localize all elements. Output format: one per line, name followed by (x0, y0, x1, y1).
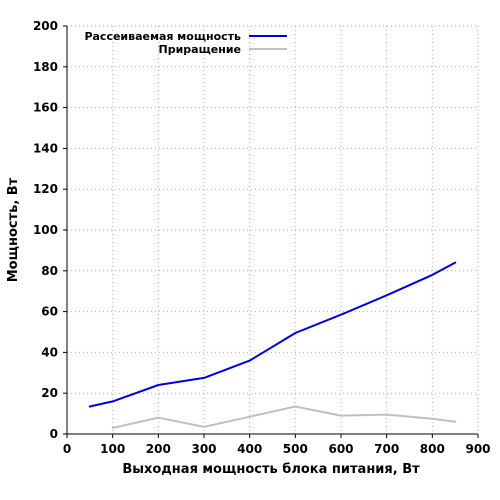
y-tick-label: 120 (33, 182, 58, 196)
grid-layer (67, 25, 479, 434)
y-tick-label: 60 (41, 305, 58, 319)
x-axis-title: Выходная мощность блока питания, Вт (122, 462, 420, 477)
x-tick-label: 200 (146, 442, 171, 456)
legend-label-1: Рассеиваемая мощность (84, 30, 241, 43)
y-tick-label: 200 (33, 19, 58, 33)
y-tick-label: 100 (33, 223, 58, 237)
y-axis-title: Мощность, Вт (6, 177, 21, 282)
y-tick-label: 80 (41, 264, 58, 278)
x-tick-label: 700 (374, 442, 399, 456)
series-line-2 (111, 405, 457, 429)
y-tick-label: 0 (50, 427, 58, 441)
x-tick-label: 300 (191, 442, 216, 456)
x-tick-label: 400 (237, 442, 262, 456)
x-tick-label: 800 (420, 442, 445, 456)
y-tick-label: 180 (33, 60, 58, 74)
y-tick-label: 40 (41, 345, 58, 359)
axes-layer: 0 100 200 300 400 500 600 700 800 900 0 20 40 60 80 100… (33, 19, 491, 456)
y-tick-label: 140 (33, 141, 58, 155)
x-tick-label: 0 (63, 442, 71, 456)
series-layer (88, 261, 457, 429)
x-tick-label: 900 (465, 442, 490, 456)
y-tick-label: 20 (41, 386, 58, 400)
x-tick-label: 600 (328, 442, 353, 456)
y-tick-label: 160 (33, 101, 58, 115)
series-line-1 (88, 261, 457, 408)
legend-label-2: Приращение (159, 43, 241, 56)
x-tick-label: 100 (100, 442, 125, 456)
x-tick-label: 500 (283, 442, 308, 456)
